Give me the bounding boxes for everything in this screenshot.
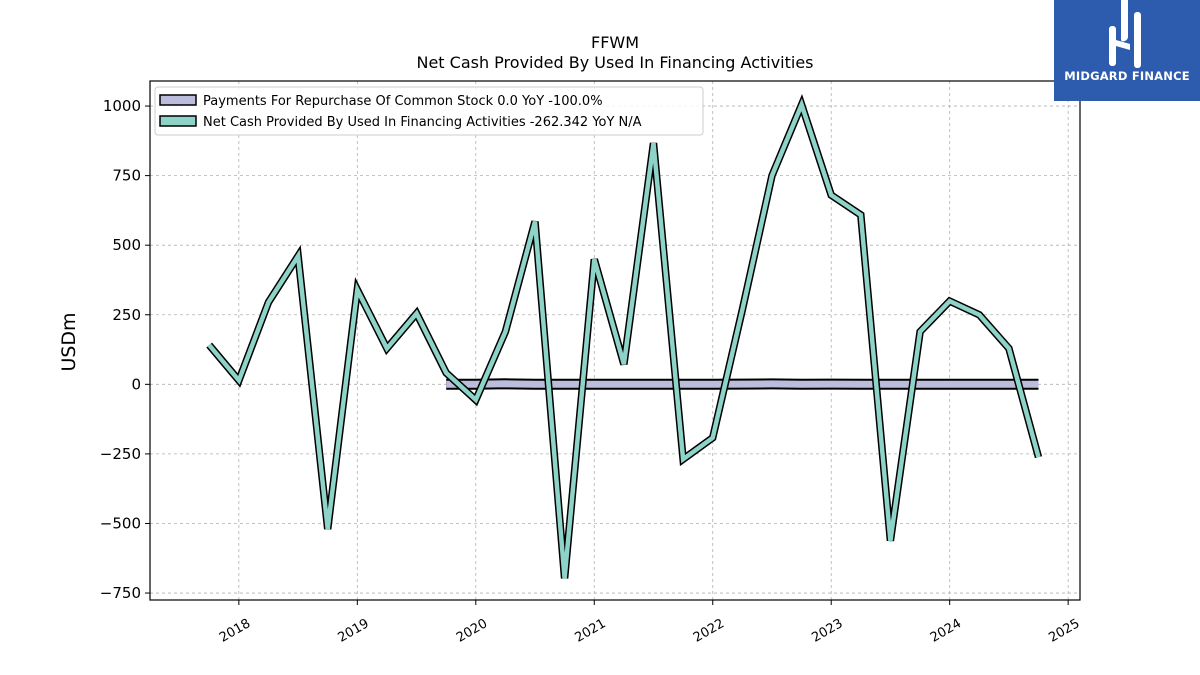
- legend-swatch-1: [159, 115, 197, 127]
- plot-frame: [149, 80, 1081, 601]
- y-tick-label: −250: [100, 445, 141, 463]
- series-line-0: [446, 380, 1039, 388]
- y-tick-label: 1000: [103, 97, 141, 115]
- y-tick-label: 0: [131, 375, 141, 393]
- legend-swatch-0: [159, 94, 197, 106]
- y-tick-label: 250: [112, 306, 141, 324]
- y-tick-label: 750: [112, 167, 141, 185]
- x-tick-label: 2025: [1046, 616, 1082, 646]
- legend-label-1: Net Cash Provided By Used In Financing A…: [203, 115, 642, 130]
- x-tick-label: 2022: [691, 616, 727, 646]
- x-tick-label: 2018: [217, 616, 253, 646]
- x-tick-label: 2020: [454, 616, 490, 646]
- x-tick-label: 2024: [928, 616, 964, 646]
- ticks: −750 −500 −250 0 250 500 750 1000 2018 2019 2020 20…: [100, 97, 1083, 646]
- axes: [149, 80, 1081, 601]
- legend-label-0: Payments For Repurchase Of Common Stock …: [203, 94, 603, 109]
- series-line-1: [207, 98, 1041, 579]
- legend: Payments For Repurchase Of Common Stock …: [154, 86, 704, 136]
- legend-box: [154, 86, 704, 136]
- logo-mark-icon: [1109, 0, 1141, 68]
- y-axis-label: USDm: [58, 312, 80, 371]
- y-tick-label: −500: [100, 514, 141, 532]
- x-tick-label: 2021: [572, 616, 608, 646]
- x-tick-label: 2019: [335, 616, 371, 646]
- logo-text: MIDGARD FINANCE: [1064, 69, 1190, 83]
- chart-title: FFWM: [591, 33, 639, 52]
- chart-subtitle: Net Cash Provided By Used In Financing A…: [416, 53, 813, 72]
- brand-logo: MIDGARD FINANCE: [1054, 0, 1200, 101]
- series-layer: [206, 93, 1043, 579]
- y-tick-label: 500: [112, 236, 141, 254]
- x-tick-label: 2023: [809, 616, 845, 646]
- y-tick-label: −750: [100, 584, 141, 602]
